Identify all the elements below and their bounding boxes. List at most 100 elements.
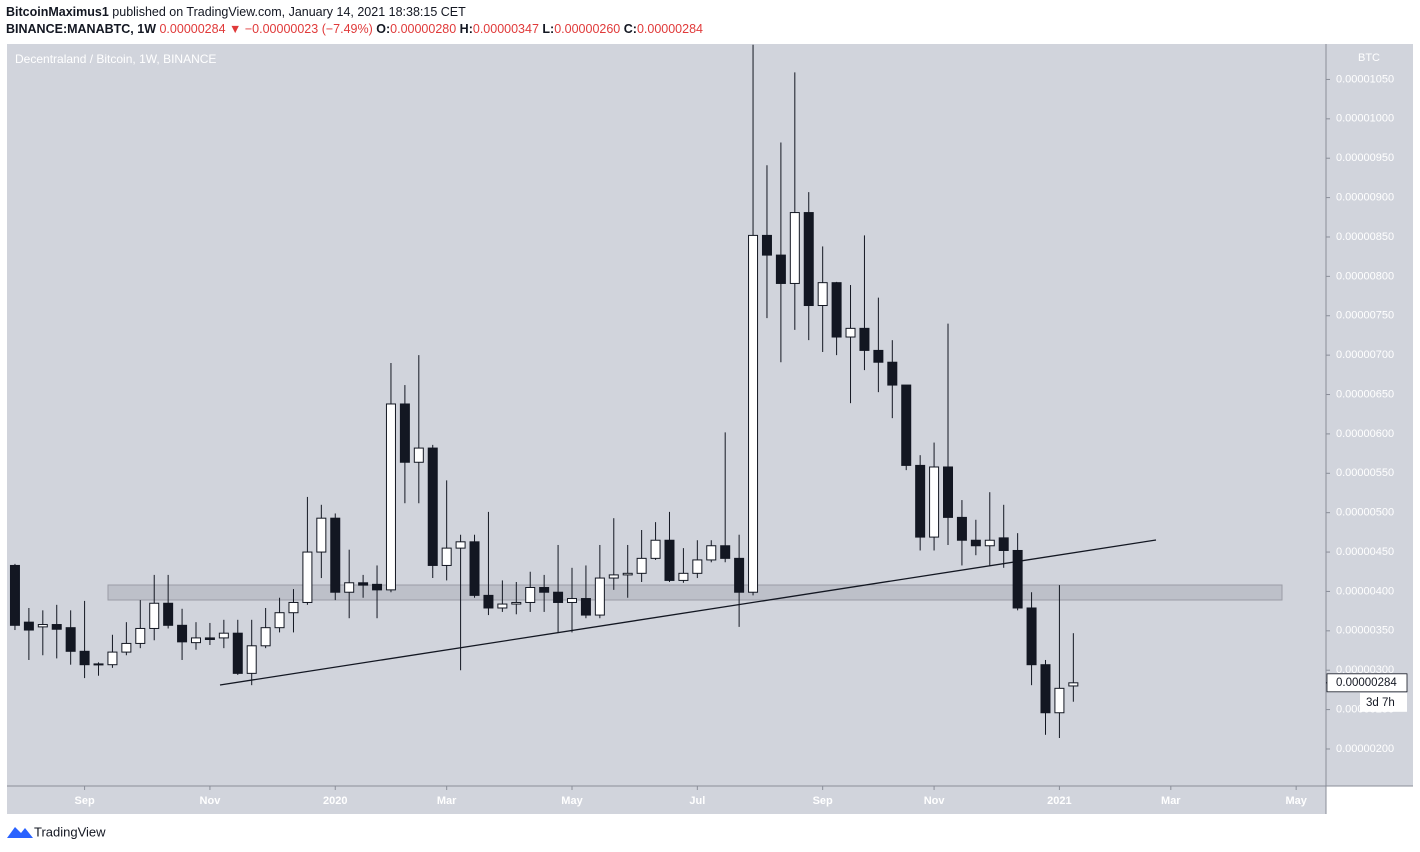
candle-body (706, 545, 717, 561)
candle-body (177, 624, 188, 643)
y-tick-label: 0.00000600 (1336, 428, 1394, 440)
candle-body (37, 624, 48, 628)
x-tick-label: Mar (437, 795, 457, 807)
y-tick-label: 0.00000400 (1336, 585, 1394, 597)
x-tick-label: Nov (200, 795, 222, 807)
candle-body (1012, 549, 1023, 609)
candle-body (497, 603, 508, 609)
y-tick-label: 0.00000550 (1336, 467, 1394, 479)
candle-body (998, 537, 1009, 551)
candle-body (845, 327, 856, 338)
candle-body (775, 254, 786, 284)
candle-body (984, 539, 995, 547)
candle-body (970, 539, 981, 547)
x-tick-label: 2020 (323, 795, 347, 807)
candle-body (344, 582, 355, 593)
y-tick-label: 0.00000200 (1336, 743, 1394, 755)
candle-body (803, 212, 814, 307)
x-tick-label: May (1285, 795, 1307, 807)
candle-body (692, 559, 703, 574)
candle-body (107, 651, 118, 666)
quote-line: BINANCE:MANABTC, 1W 0.00000284 ▼ −0.0000… (6, 21, 703, 38)
candle-body (567, 598, 578, 603)
y-tick-label: 0.00000500 (1336, 507, 1394, 519)
candle-body (608, 574, 619, 579)
candle-body (553, 591, 564, 603)
y-tick-label: 0.00000450 (1336, 546, 1394, 558)
y-tick-label: 0.00000700 (1336, 349, 1394, 361)
change: −0.00000023 (−7.49%) (244, 22, 373, 36)
candle-body (135, 627, 146, 644)
candle-body (9, 564, 20, 626)
candle-body (1026, 607, 1037, 666)
symbol: BINANCE:MANABTC, 1W (6, 22, 156, 36)
candle-body (539, 587, 550, 593)
x-tick-label: Sep (813, 795, 833, 807)
ohlc-label: O: (376, 22, 391, 36)
ohlc-label: C: (623, 22, 637, 36)
candle-body (761, 234, 772, 256)
last-price-box (1326, 673, 1408, 693)
candle-body (330, 517, 341, 593)
published: published on TradingView.com, January 14… (112, 5, 466, 19)
candle-body (956, 516, 967, 541)
last-price-label: 0.00000284 (1336, 677, 1397, 689)
candle-body (372, 583, 383, 591)
candle-body (873, 349, 884, 363)
candle-body (734, 557, 745, 593)
tv-logo (7, 827, 33, 838)
candle-body (678, 572, 689, 581)
candle-body (1040, 664, 1051, 714)
candle-body (469, 541, 480, 596)
candle-body (817, 282, 828, 307)
ohlc-value: 0.00000347 (472, 22, 539, 36)
candle-body (664, 539, 675, 581)
candle-body (274, 612, 285, 629)
candle-body (232, 632, 243, 674)
price: 0.00000284 (159, 22, 226, 36)
countdown-box (1360, 692, 1407, 712)
candle-body (121, 642, 132, 653)
candle-body (399, 403, 410, 463)
candle-body (316, 517, 327, 553)
plot-area (7, 44, 1326, 786)
time-axis (7, 786, 1326, 814)
x-tick-label: Sep (74, 795, 94, 807)
candle-body (288, 601, 299, 614)
countdown: 3d 7h (1366, 697, 1395, 709)
candle-body (915, 464, 926, 538)
header: BitcoinMaximus1 published on TradingView… (6, 4, 703, 38)
candle-body (525, 587, 536, 603)
candle-body (302, 551, 313, 603)
candle-body (887, 361, 898, 386)
candle-body (65, 627, 76, 652)
candle-body (358, 582, 369, 586)
y-tick-label: 0.00000900 (1336, 192, 1394, 204)
candle-body (1054, 687, 1065, 714)
candle-body (413, 447, 424, 463)
y-tick-label: 0.00000650 (1336, 388, 1394, 400)
ohlc-value: 0.00000280 (390, 22, 457, 36)
candle-body (190, 637, 201, 644)
chart-title: Decentraland / Bitcoin, 1W, BINANCE (15, 52, 216, 66)
candle-body (859, 327, 870, 351)
candle-body (23, 621, 34, 631)
candle-body (204, 637, 215, 640)
x-tick-label: May (561, 795, 583, 807)
x-tick-label: Nov (924, 795, 946, 807)
y-tick-label: 0.00001000 (1336, 113, 1394, 125)
candle-body (831, 282, 842, 338)
candle-body (246, 645, 257, 674)
candle-body (455, 541, 466, 549)
candle-body (218, 632, 229, 639)
candles (9, 44, 1079, 738)
candle-body (51, 624, 62, 630)
candle-body (720, 545, 731, 559)
candle-body (594, 577, 605, 616)
publish-line: BitcoinMaximus1 published on TradingView… (6, 4, 703, 21)
price-axis (1326, 44, 1413, 786)
candle-body (260, 627, 271, 647)
y-tick-label: 0.00001050 (1336, 73, 1394, 85)
ohlc-label: L: (542, 22, 555, 36)
